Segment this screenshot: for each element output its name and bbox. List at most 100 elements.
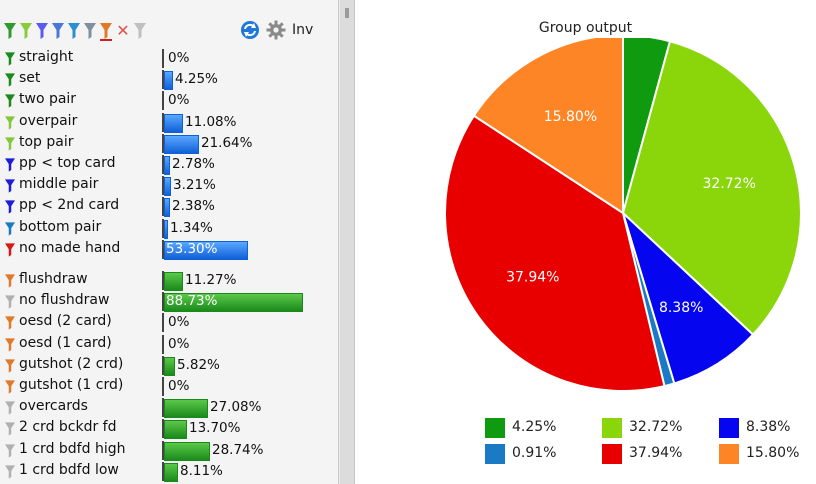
- funnel-icon[interactable]: [5, 421, 15, 437]
- funnel-icon[interactable]: [5, 72, 15, 87]
- settings-button[interactable]: [266, 20, 286, 40]
- funnel-icon[interactable]: [5, 136, 15, 151]
- hand-row[interactable]: set 4.25%: [0, 69, 338, 91]
- hand-row[interactable]: 1 crd bdfd high 28.74%: [0, 440, 338, 461]
- hand-row[interactable]: 2 crd bckdr fd 13.70%: [0, 418, 338, 440]
- funnel-icon[interactable]: [5, 199, 15, 215]
- pie-slice[interactable]: [620, 209, 755, 385]
- bar-baseline: [162, 239, 164, 259]
- legend-swatch: [719, 418, 739, 438]
- percentage-bar: [164, 198, 170, 218]
- filter-button-1[interactable]: [4, 23, 16, 39]
- filter-button-6[interactable]: [84, 23, 96, 39]
- funnel-icon: [100, 23, 112, 39]
- hand-label: overpair: [19, 112, 78, 129]
- slice-label: 15.80%: [544, 109, 597, 125]
- pie-slice[interactable]: [472, 38, 624, 215]
- percentage-bar: [164, 113, 183, 133]
- hand-row[interactable]: top pair 21.64%: [0, 133, 338, 154]
- hand-row[interactable]: gutshot (2 crd) 5.82%: [0, 355, 338, 376]
- hand-row[interactable]: no flushdraw 88.73%: [0, 291, 338, 313]
- funnel-icon[interactable]: [5, 358, 15, 373]
- funnel-icon[interactable]: [5, 221, 15, 236]
- legend-swatch: [602, 444, 622, 464]
- hand-row[interactable]: oesd (1 card) 0%: [0, 334, 338, 355]
- filter-button-8[interactable]: [134, 23, 146, 39]
- funnel-icon[interactable]: [5, 464, 15, 479]
- funnel-icon: [134, 23, 146, 39]
- pie-slice[interactable]: [621, 40, 802, 337]
- funnel-icon: [4, 23, 16, 39]
- refresh-button[interactable]: [240, 20, 260, 40]
- bar-baseline: [162, 70, 164, 90]
- funnel-icon[interactable]: [5, 93, 15, 109]
- funnel-icon[interactable]: [5, 51, 15, 66]
- filter-button-3[interactable]: [36, 23, 48, 39]
- pie-slice[interactable]: [444, 114, 666, 392]
- filter-button-7[interactable]: [100, 23, 112, 41]
- hand-label: pp < top card: [19, 155, 116, 171]
- funnel-icon: [20, 23, 32, 39]
- funnel-icon: [52, 23, 64, 39]
- hand-row[interactable]: straight 0%: [0, 48, 338, 69]
- hand-label: top pair: [19, 133, 74, 150]
- hand-row[interactable]: overpair 11.08%: [0, 112, 338, 133]
- filter-button-2[interactable]: [20, 23, 32, 39]
- hand-row[interactable]: 1 crd bdfd low 8.11%: [0, 461, 338, 482]
- hand-label: straight: [19, 49, 74, 65]
- hand-row[interactable]: pp < 2nd card 2.38%: [0, 196, 338, 218]
- percentage-value: 2.78%: [172, 156, 215, 172]
- bar-baseline: [162, 218, 164, 238]
- filter-button-4[interactable]: [52, 23, 64, 39]
- bar-baseline: [162, 398, 164, 418]
- bar-baseline: [162, 271, 164, 290]
- hand-row[interactable]: overcards 27.08%: [0, 397, 338, 419]
- percentage-value: 27.08%: [210, 399, 262, 416]
- funnel-icon[interactable]: [5, 379, 15, 394]
- percentage-value: 11.27%: [185, 272, 237, 288]
- hand-row[interactable]: bottom pair 1.34%: [0, 218, 338, 239]
- hand-row[interactable]: gutshot (1 crd) 0%: [0, 376, 338, 397]
- legend-label: 15.80%: [746, 445, 800, 461]
- funnel-icon[interactable]: [5, 294, 15, 309]
- hand-row[interactable]: two pair 0%: [0, 90, 338, 111]
- hand-row[interactable]: no made hand 53.30%: [0, 239, 338, 260]
- slice-label: 32.72%: [702, 176, 755, 192]
- percentage-value: 1.34%: [170, 219, 213, 236]
- bar-baseline: [162, 176, 164, 196]
- gear-icon: [266, 20, 286, 40]
- funnel-icon[interactable]: [5, 400, 15, 415]
- hand-label: no made hand: [19, 239, 121, 256]
- funnel-icon[interactable]: [5, 337, 15, 352]
- panel-splitter[interactable]: [340, 0, 355, 484]
- hand-label: two pair: [19, 91, 77, 108]
- splitter-grip[interactable]: [345, 8, 349, 18]
- hand-row[interactable]: oesd (2 card) 0%: [0, 312, 338, 333]
- percentage-value: 21.64%: [201, 134, 253, 151]
- funnel-icon[interactable]: [5, 242, 15, 257]
- hand-label: gutshot (1 crd): [19, 377, 124, 393]
- legend-swatch: [485, 418, 505, 438]
- refresh-icon: [241, 21, 259, 39]
- bar-baseline: [162, 419, 164, 439]
- percentage-value: 5.82%: [177, 356, 220, 373]
- inv-button[interactable]: Inv: [292, 22, 314, 38]
- percentage-bar: [164, 177, 171, 197]
- bar-baseline: [162, 355, 164, 375]
- funnel-icon[interactable]: [5, 115, 15, 130]
- funnel-icon[interactable]: [5, 315, 15, 331]
- funnel-icon[interactable]: [5, 157, 15, 172]
- hand-row[interactable]: flushdraw 11.27%: [0, 270, 338, 291]
- funnel-icon[interactable]: [5, 178, 15, 193]
- clear-filter-button[interactable]: ✕: [116, 21, 130, 40]
- bar-baseline: [162, 461, 164, 481]
- hand-row[interactable]: middle pair 3.21%: [0, 175, 338, 197]
- funnel-icon[interactable]: [5, 443, 15, 458]
- filter-button-5[interactable]: [68, 23, 80, 39]
- percentage-bar: [164, 399, 208, 419]
- hand-row[interactable]: pp < top card 2.78%: [0, 154, 338, 175]
- funnel-icon[interactable]: [5, 273, 15, 288]
- bar-baseline: [162, 313, 164, 333]
- percentage-bar: [164, 441, 210, 461]
- hand-label: set: [19, 70, 41, 87]
